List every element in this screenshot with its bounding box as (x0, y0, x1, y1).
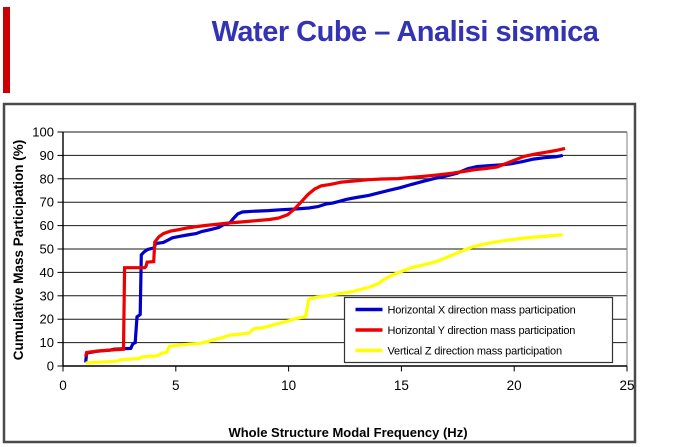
y-tick-label: 40 (40, 265, 54, 280)
y-tick-label: 70 (40, 195, 54, 210)
y-tick-label: 30 (40, 288, 54, 303)
x-tick-label: 15 (394, 378, 409, 393)
x-tick-label: 20 (507, 378, 522, 393)
y-tick-label: 90 (40, 148, 54, 163)
y-tick-label: 60 (40, 218, 54, 233)
x-tick-label: 25 (619, 378, 634, 393)
y-tick-label: 100 (32, 125, 54, 140)
series-line-2 (85, 233, 563, 365)
x-tick-label: 0 (59, 378, 67, 393)
legend-label-1: Horizontal Y direction mass participatio… (388, 325, 576, 337)
y-tick-label: 0 (47, 359, 54, 374)
slide-title: Water Cube – Analisi sismica (211, 16, 599, 48)
y-tick-label: 50 (40, 242, 54, 257)
legend-label-2: Vertical Z direction mass participation (388, 346, 562, 358)
y-axis-title: Cumulative Mass Participation (%) (11, 140, 26, 361)
series-line-1 (84, 146, 566, 358)
legend-label-0: Horizontal X direction mass participatio… (388, 305, 576, 317)
y-tick-label: 10 (40, 335, 54, 350)
y-tick-label: 80 (40, 171, 54, 186)
x-axis-title: Whole Structure Modal Frequency (Hz) (228, 425, 467, 440)
y-tick-label: 20 (40, 312, 54, 327)
legend-box (343, 296, 614, 364)
x-tick-label: 5 (172, 378, 180, 393)
x-tick-label: 10 (281, 378, 296, 393)
slide-accent-bar (3, 7, 10, 93)
